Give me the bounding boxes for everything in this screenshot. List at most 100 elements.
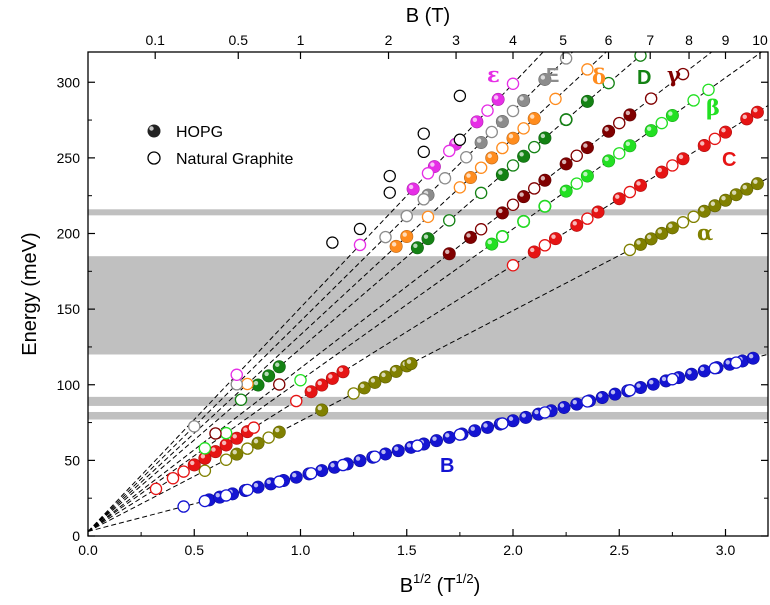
hopg-point-alpha-13: [665, 221, 679, 235]
ng-point-B-6: [336, 458, 350, 472]
x-tick-label-3: 1.5: [397, 542, 417, 558]
hopg-point-highlight-gamma-7: [604, 127, 609, 132]
ng-point-B-8: [411, 439, 424, 452]
hopg-point-C-16: [655, 165, 669, 179]
hopg-point-highlight-delta-0: [391, 242, 397, 247]
hopg-point-highlight-gamma-5: [561, 159, 567, 165]
x-axis-title: B1/2 (T1/2): [400, 571, 481, 597]
ng-point-beta-7: [613, 147, 626, 160]
x-axis-title-base: B: [400, 575, 413, 597]
hopg-point-C-8: [325, 371, 339, 385]
hopg-point-highlight-alpha-12: [657, 229, 662, 234]
hopg-point-highlight-B-25: [521, 413, 526, 418]
y-tick-label-6: 300: [57, 74, 81, 90]
ng-point-alpha-7: [687, 210, 700, 224]
y-tick-label-0: 0: [72, 528, 80, 544]
ng-point-D-6: [602, 76, 615, 90]
ng-point-D-3: [506, 159, 520, 172]
hopg-point-gamma-3: [517, 190, 531, 204]
top-tick-label-2: 1: [297, 32, 305, 48]
y-tick-label-2: 100: [57, 377, 81, 393]
ng-point-B-16: [729, 356, 743, 369]
top-tick-label-10: 9: [722, 32, 730, 48]
ng-point-black-0: [326, 236, 339, 249]
hopg-point-highlight-gamma-8: [625, 110, 631, 116]
hopg-point-epsilon-0: [406, 182, 420, 196]
series-label-C: C: [722, 149, 736, 171]
hopg-point-highlight-D-3: [413, 243, 418, 248]
top-tick-label-0: 0.1: [145, 32, 165, 48]
hopg-point-beta-8: [644, 124, 658, 138]
hopg-point-highlight-B-16: [406, 443, 412, 448]
hopg-point-C-18: [697, 138, 711, 152]
series-label-delta: δ: [592, 64, 606, 89]
hopg-point-B-34: [633, 381, 647, 395]
hopg-point-C-3: [219, 438, 233, 452]
hopg-point-highlight-B-35: [649, 380, 654, 385]
ng-point-C-8: [623, 185, 637, 199]
hopg-point-highlight-D-1: [264, 371, 269, 377]
x-axis-title-sup: 1/2: [413, 571, 431, 586]
hopg-point-highlight-B-39: [700, 366, 705, 372]
ng-point-B-9: [453, 428, 467, 441]
hopg-point-highlight-D-6: [519, 152, 524, 157]
hopg-point-C-19: [718, 125, 732, 139]
hopg-point-delta-3: [485, 151, 499, 165]
hopg-point-C-17: [676, 152, 690, 166]
hopg-point-beta-7: [623, 139, 637, 153]
hopg-point-highlight-B-28: [559, 403, 565, 408]
ng-point-gamma-4: [528, 182, 541, 195]
ng-point-black-3: [383, 169, 396, 183]
hopg-point-B-25: [519, 410, 533, 424]
hopg-point-highlight-C-10: [530, 247, 535, 253]
ng-point-E-5: [438, 172, 452, 185]
hopg-point-highlight-C-1: [200, 454, 206, 459]
ng-point-D-0: [234, 393, 248, 406]
hopg-point-B-39: [697, 364, 711, 378]
hopg-point-beta-4: [559, 184, 573, 198]
hopg-point-highlight-C-20: [742, 114, 747, 120]
axes: 0.0 0.5 1.0 1.5 2.0 2.5 3.0 0 50 100 150 200 250 300 0…: [57, 32, 768, 558]
ng-point-delta-2: [453, 181, 467, 194]
hopg-point-highlight-alpha-17: [731, 190, 737, 195]
hopg-point-gamma-4: [538, 173, 552, 187]
ng-point-E-4: [417, 193, 430, 206]
hopg-point-B-38: [684, 367, 698, 381]
ng-point-delta-4: [496, 141, 509, 155]
hopg-point-highlight-beta-0: [487, 239, 492, 245]
hopg-point-highlight-beta-6: [604, 156, 609, 162]
hopg-point-highlight-epsilon-3: [472, 117, 478, 123]
y-axis-title: Energy (meV): [19, 232, 41, 355]
ng-point-beta-6: [570, 177, 584, 190]
ng-point-black-7: [453, 133, 467, 146]
x-axis-title-unit-close: ): [474, 575, 481, 597]
hopg-point-highlight-beta-5: [583, 171, 588, 177]
ng-point-D-5: [559, 113, 573, 126]
hopg-point-C-9: [336, 365, 350, 379]
series-label-alpha: α: [697, 220, 713, 245]
hopg-point-highlight-delta-5: [530, 114, 535, 119]
hopg-point-gamma-6: [580, 141, 594, 155]
series-label-B: B: [440, 455, 454, 477]
hopg-point-highlight-alpha-2: [275, 427, 280, 433]
ng-point-D-4: [528, 140, 541, 154]
ng-point-beta-3: [496, 230, 509, 243]
ng-point-delta-1: [421, 210, 435, 224]
hopg-point-alpha-2: [272, 425, 286, 439]
legend-marker-hopg: [147, 124, 161, 138]
hopg-point-highlight-C-16: [657, 167, 662, 173]
hopg-point-highlight-B-19: [445, 433, 450, 438]
top-tick-label-6: 5: [559, 32, 567, 48]
ng-point-C-10: [708, 132, 722, 146]
ng-point-E-9: [559, 52, 573, 65]
ng-point-B-4: [272, 475, 286, 488]
hopg-point-highlight-gamma-2: [498, 208, 503, 214]
ng-point-beta-10: [702, 83, 715, 97]
ng-point-D-7: [634, 52, 647, 62]
ng-point-black-5: [417, 145, 430, 159]
hopg-point-D-3: [410, 241, 424, 255]
hopg-point-highlight-C-21: [753, 107, 758, 113]
series-label-beta: β: [706, 95, 720, 120]
fit-line-epsilon: [88, 52, 544, 532]
ng-point-black-2: [383, 186, 396, 199]
